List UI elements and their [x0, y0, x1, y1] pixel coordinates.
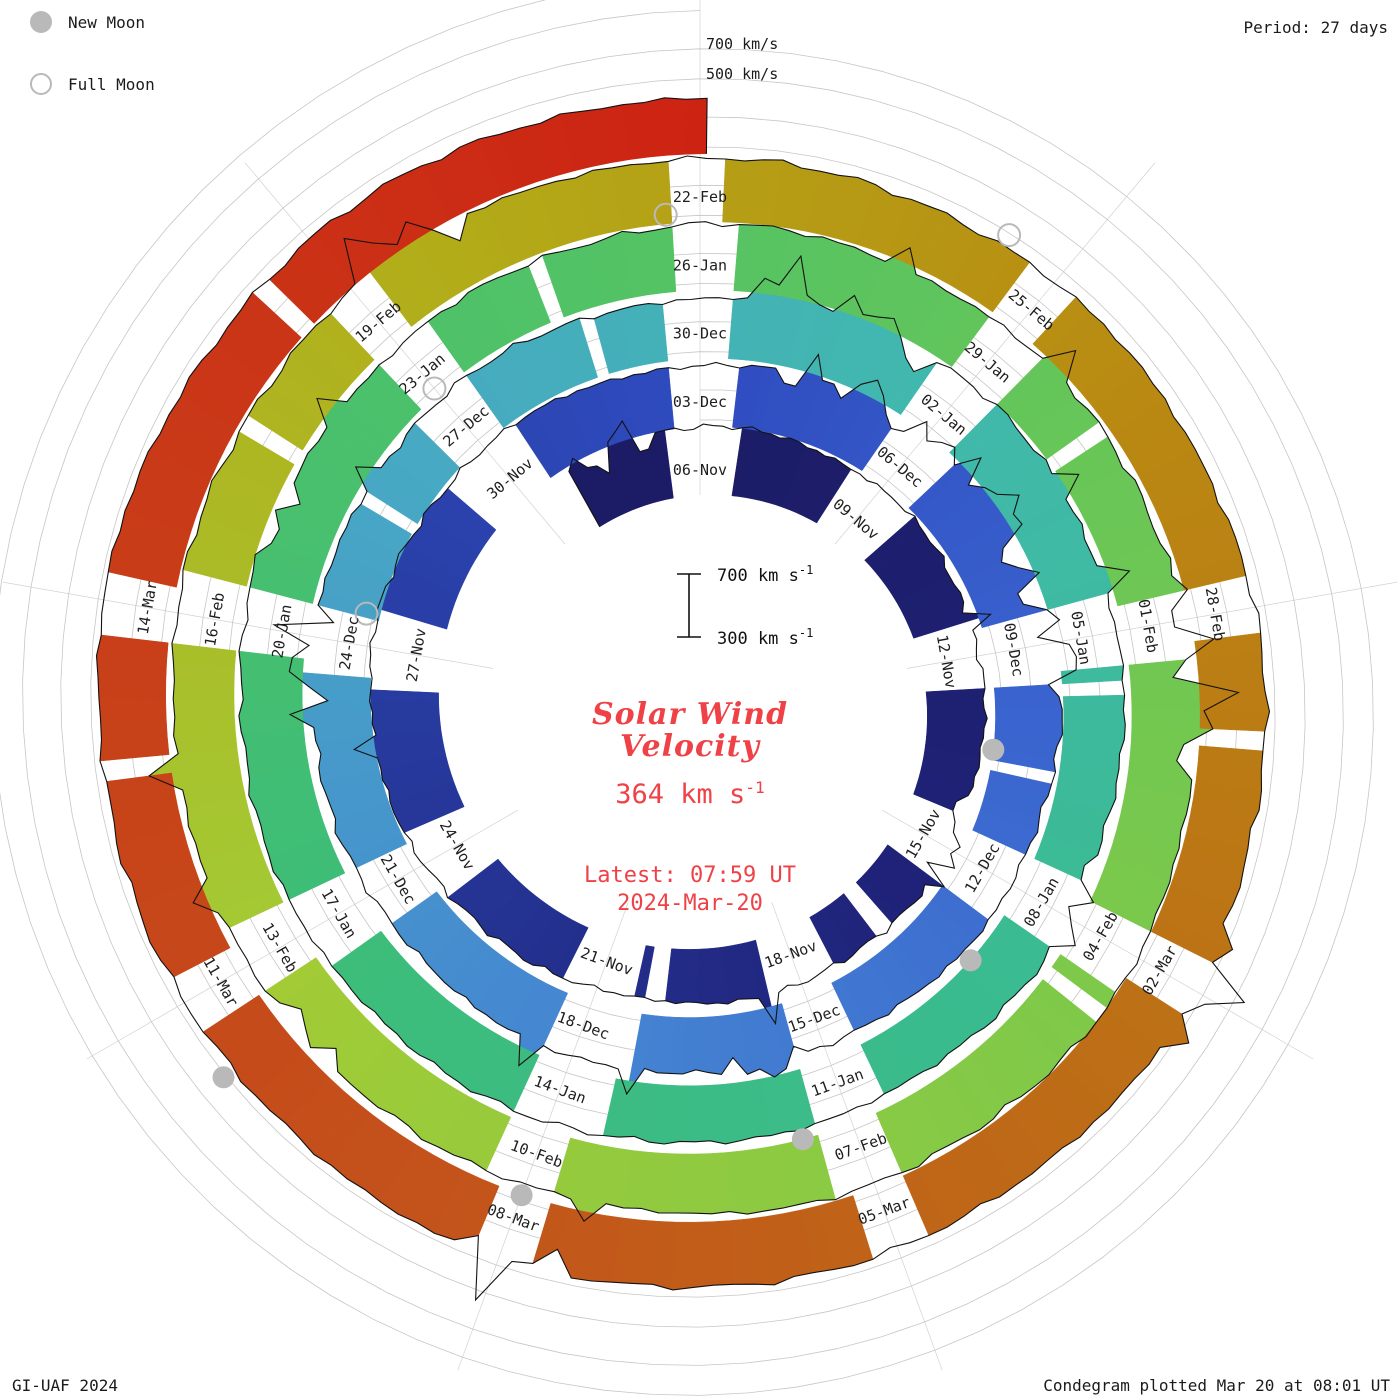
date-label-21-Dec: 21-Dec — [377, 851, 420, 907]
chart-title-line1: Solar Wind — [591, 697, 789, 732]
date-label-28-Feb: 28-Feb — [1202, 586, 1229, 642]
plotted-timestamp: Condegram plotted Mar 20 at 08:01 UT — [1043, 1376, 1390, 1395]
date-label-11-Mar: 11-Mar — [199, 954, 242, 1010]
date-label-24-Dec: 24-Dec — [336, 615, 363, 671]
date-label-21-Nov: 21-Nov — [578, 944, 635, 979]
new-moon-marker — [212, 1066, 235, 1089]
date-label-27-Nov: 27-Nov — [403, 627, 430, 683]
date-label-03-Dec: 03-Dec — [673, 393, 727, 411]
polar-grid — [0, 0, 1374, 1396]
date-label-05-Jan: 05-Jan — [1067, 610, 1094, 666]
full-moon-marker — [354, 601, 379, 626]
legend-new-moon: New Moon — [30, 10, 145, 34]
date-label-14-Mar: 14-Mar — [134, 579, 161, 635]
legend-full-moon: Full Moon — [30, 72, 155, 96]
date-label-30-Nov: 30-Nov — [483, 454, 536, 503]
axis-label-500: 500 km/s — [706, 65, 779, 83]
date-label-12-Nov: 12-Nov — [933, 633, 960, 689]
full-moon-icon — [30, 73, 52, 95]
date-label-17-Jan: 17-Jan — [318, 886, 361, 942]
axis-label-700: 700 km/s — [706, 35, 779, 53]
date-label-01-Feb: 01-Feb — [1134, 598, 1161, 654]
credit-label: GI-UAF 2024 — [12, 1376, 118, 1395]
new-moon-marker — [791, 1128, 814, 1151]
date-label-04-Feb: 04-Feb — [1079, 908, 1122, 964]
date-label-26-Jan: 26-Jan — [673, 256, 727, 274]
band-outline — [95, 97, 1271, 1302]
scalebar-label-700: 700 km s-1 — [717, 563, 813, 586]
new-moon-marker — [510, 1184, 533, 1207]
date-label-12-Dec: 12-Dec — [961, 840, 1004, 896]
current-velocity: 364 km s-1 — [615, 778, 765, 810]
velocity-band — [96, 97, 1270, 1291]
date-label-09-Nov: 09-Nov — [829, 495, 882, 544]
date-label-20-Jan: 20-Jan — [268, 603, 295, 659]
full-moon-marker — [422, 376, 447, 401]
moon-markers — [212, 202, 1022, 1207]
date-label-23-Jan: 23-Jan — [396, 350, 449, 399]
new-moon-icon — [30, 11, 52, 33]
date-label-16-Feb: 16-Feb — [201, 591, 228, 647]
period-label: Period: 27 days — [1243, 18, 1389, 37]
date-label-18-Nov: 18-Nov — [762, 937, 819, 972]
new-moon-label: New Moon — [68, 12, 146, 32]
date-label-06-Nov: 06-Nov — [673, 461, 727, 479]
latest-timestamp: Latest: 07:59 UT 2024-Mar-20 — [584, 863, 796, 916]
scale-bar: 700 km s-1 300 km s-1 — [677, 563, 813, 649]
full-moon-marker — [997, 223, 1022, 248]
full-moon-marker — [653, 202, 678, 227]
chart-title-line2: Velocity — [620, 729, 760, 765]
date-label-08-Jan: 08-Jan — [1020, 874, 1063, 930]
scalebar-label-300: 300 km s-1 — [717, 626, 813, 649]
full-moon-label: Full Moon — [68, 74, 155, 94]
date-label-27-Dec: 27-Dec — [440, 402, 493, 451]
new-moon-marker — [959, 949, 982, 972]
date-label-02-Mar: 02-Mar — [1138, 942, 1181, 998]
date-label-19-Feb: 19-Feb — [352, 297, 405, 346]
chart-title: Solar Wind Velocity — [591, 697, 789, 765]
new-moon-marker — [982, 738, 1005, 761]
date-label-22-Feb: 22-Feb — [673, 188, 727, 206]
date-label-09-Dec: 09-Dec — [1000, 621, 1027, 677]
date-label-24-Nov: 24-Nov — [436, 817, 479, 873]
date-label-15-Nov: 15-Nov — [902, 806, 945, 862]
date-label-30-Dec: 30-Dec — [673, 325, 727, 343]
date-label-13-Feb: 13-Feb — [258, 920, 301, 976]
